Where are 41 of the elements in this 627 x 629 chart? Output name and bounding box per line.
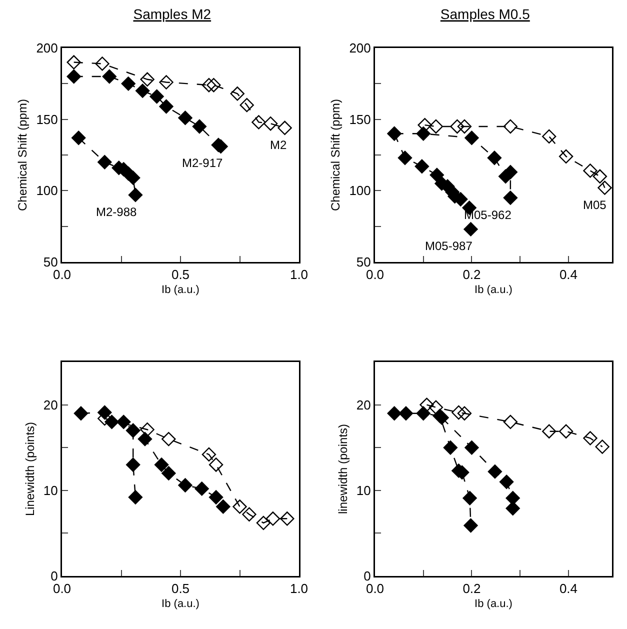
y-tick-label: 50	[356, 254, 371, 270]
x-tick-label: 0.4	[559, 581, 578, 596]
series-label: M05	[583, 198, 607, 212]
x-tick-label: 1.0	[290, 581, 308, 596]
x-tick-label: 0.5	[171, 581, 190, 596]
y-tick-label: 10	[356, 482, 371, 498]
y-tick-label: 150	[349, 112, 371, 127]
x-axis-title: Ib (a.u.)	[162, 284, 200, 296]
x-tick-label: 0.2	[462, 581, 481, 596]
y-tick-label: 0	[50, 568, 58, 584]
y-axis-title: Chemical Shift (ppm)	[16, 98, 30, 212]
chart-title: Samples M0.5	[440, 6, 530, 22]
y-tick-label: 50	[43, 254, 58, 270]
series-label: M05-987	[425, 239, 473, 253]
x-axis-title: Ib (a.u.)	[474, 598, 512, 610]
y-tick-label: 150	[36, 112, 58, 127]
x-tick-label: 0.4	[559, 267, 578, 282]
series-label: M2-917	[182, 156, 224, 170]
x-tick-label: 0.0	[366, 267, 384, 282]
x-tick-label: 0.2	[462, 267, 481, 282]
y-axis-title: linewidth (points)	[336, 424, 350, 514]
y-tick-label: 100	[36, 183, 58, 198]
x-axis-title: Ib (a.u.)	[474, 284, 512, 296]
series-label: M2	[270, 138, 287, 152]
x-axis-title: Ib (a.u.)	[162, 598, 200, 610]
y-tick-label: 20	[43, 397, 58, 412]
x-tick-label: 1.0	[290, 267, 308, 282]
y-tick-label: 20	[356, 397, 371, 412]
y-axis-title: Linewidth (points)	[22, 422, 37, 516]
x-tick-label: 0.0	[366, 581, 384, 596]
y-tick-label: 0	[364, 568, 371, 584]
x-tick-label: 0.5	[171, 267, 190, 282]
y-tick-label: 200	[349, 40, 371, 56]
y-tick-label: 200	[36, 40, 58, 56]
x-tick-label: 0.0	[52, 267, 72, 282]
y-tick-label: 100	[349, 183, 371, 198]
chart-title: Samples M2	[133, 6, 212, 22]
y-axis-title: Chemical Shift (ppm)	[328, 98, 343, 212]
series-label: M2-988	[96, 205, 138, 219]
x-tick-label: 0.0	[52, 581, 72, 596]
y-tick-label: 10	[43, 482, 58, 498]
